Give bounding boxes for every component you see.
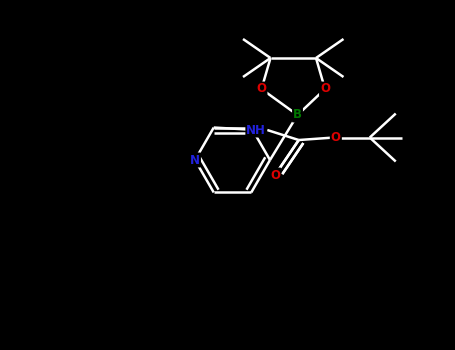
Text: O: O — [331, 131, 341, 144]
Text: O: O — [270, 168, 280, 182]
Text: O: O — [320, 83, 330, 96]
Text: B: B — [293, 108, 302, 121]
Text: NH: NH — [246, 124, 266, 136]
Text: O: O — [257, 83, 267, 96]
Text: N: N — [190, 154, 200, 167]
